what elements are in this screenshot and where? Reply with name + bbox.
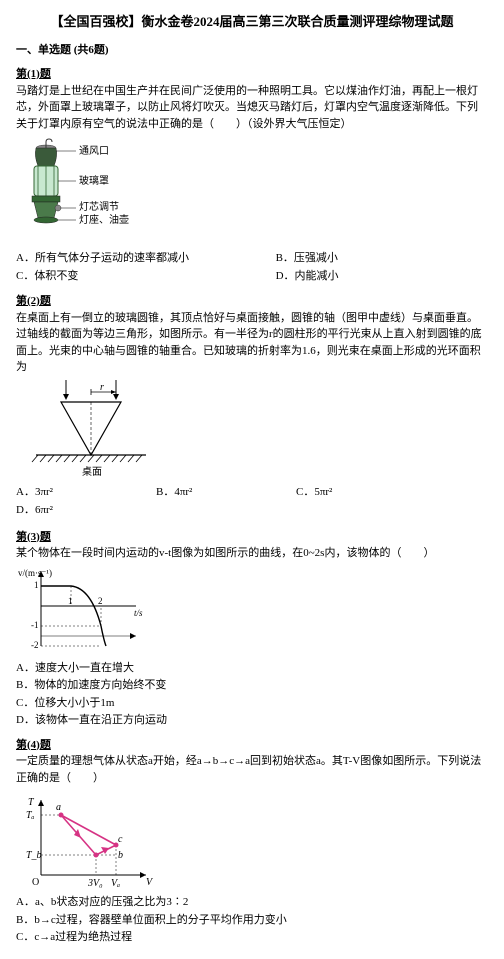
q1-label: 第(1)题 (16, 66, 488, 83)
q3-opt-c: C．位移大小小于1m (16, 695, 488, 712)
q2-fig-label: 桌面 (82, 465, 102, 478)
section-header: 一、单选题 (共6题) (16, 42, 488, 59)
q1-fig-label3: 灯芯调节 (79, 200, 119, 213)
q3-opt-d: D．该物体一直在沿正方向运动 (16, 712, 488, 729)
svg-text:Tₐ: Tₐ (26, 810, 35, 821)
q4-opt-c: C．c→a过程为绝热过程 (16, 929, 488, 946)
svg-text:1: 1 (68, 596, 73, 606)
q3-opt-b: B．物体的加速度方向始终不变 (16, 677, 488, 694)
q3-body: 某个物体在一段时间内运动的v-t图像为如图所示的曲线，在0~2s内，该物体的（ … (16, 545, 488, 562)
svg-text:1: 1 (34, 580, 39, 590)
q1-opt-c: C．体积不变 (16, 268, 276, 285)
q3-label: 第(3)题 (16, 529, 488, 546)
q2-label: 第(2)题 (16, 293, 488, 310)
q4-opt-a: A．a、b状态对应的压强之比为3∶2 (16, 894, 488, 911)
q1-fig-label2: 玻璃罩 (79, 174, 109, 187)
q1-opt-b: B．压强减小 (276, 250, 488, 267)
svg-text:b: b (118, 850, 123, 861)
svg-text:-1: -1 (31, 620, 39, 630)
svg-text:T: T (28, 797, 35, 808)
svg-text:V: V (146, 877, 154, 888)
q4-body: 一定质量的理想气体从状态a开始，经a→b→c→a回到初始状态a。其T-V图像如图… (16, 753, 488, 786)
q4-figure: T V O Tₐ T_b 3V₀ Vₐ a c b (16, 790, 488, 890)
q3-opt-a: A．速度大小一直在增大 (16, 660, 488, 677)
q1-opt-a: A．所有气体分子运动的速率都减小 (16, 250, 276, 267)
svg-text:c: c (118, 834, 123, 845)
svg-text:r: r (100, 382, 104, 393)
q2-opt-d: D．6πr² (16, 502, 86, 519)
q1-fig-label4: 灯座、油壶 (79, 213, 129, 226)
svg-text:v/(m·s⁻¹): v/(m·s⁻¹) (18, 568, 52, 578)
page-title: 【全国百强校】衡水金卷2024届高三第三次联合质量测评理综物理试题 (16, 12, 488, 32)
svg-text:O: O (32, 877, 39, 888)
svg-text:-2: -2 (31, 640, 39, 650)
q1-figure: 通风口 玻璃罩 灯芯调节 灯座、油壶 (16, 136, 488, 246)
q4-opt-b: B．b→c过程，容器壁单位面积上的分子平均作用力变小 (16, 912, 488, 929)
q2-opt-a: A．3πr² (16, 484, 126, 501)
q1-body: 马踏灯是上世纪在中国生产并在民间广泛使用的一种照明工具。它以煤油作灯油，再配上一… (16, 83, 488, 133)
q2-opt-c: C．5πr² (296, 484, 406, 501)
q2-body: 在桌面上有一倒立的玻璃圆锥，其顶点恰好与桌面接触，圆锥的轴（图甲中虚线）与桌面垂… (16, 310, 488, 376)
q3-figure: 1 -1 -2 1 2 v/(m·s⁻¹) t/s (16, 566, 488, 656)
svg-text:Vₐ: Vₐ (111, 878, 120, 889)
q2-opt-b: B．4πr² (156, 484, 266, 501)
svg-text:T_b: T_b (26, 850, 42, 861)
svg-text:2: 2 (98, 596, 103, 606)
q1-opt-d: D．内能减小 (276, 268, 488, 285)
q4-label: 第(4)题 (16, 737, 488, 754)
svg-text:3V₀: 3V₀ (87, 878, 103, 889)
q1-fig-label1: 通风口 (79, 145, 109, 157)
svg-text:t/s: t/s (134, 608, 143, 618)
q2-figure: r 桌面 (16, 380, 488, 480)
svg-text:a: a (56, 802, 61, 813)
